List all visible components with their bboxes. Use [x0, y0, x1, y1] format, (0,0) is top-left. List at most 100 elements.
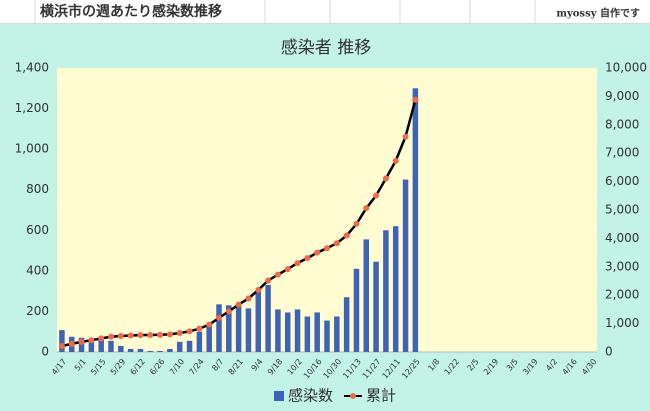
y2-tick-label: 8,000 — [605, 117, 639, 131]
line-marker — [314, 249, 321, 256]
bar — [353, 268, 360, 352]
line-marker — [196, 325, 203, 332]
bar — [334, 316, 340, 352]
line-marker — [186, 328, 193, 335]
bar — [98, 338, 104, 352]
bar — [196, 331, 203, 352]
bar — [294, 309, 301, 352]
y-tick-label: 800 — [26, 182, 49, 196]
line-marker — [343, 232, 350, 239]
line-marker — [147, 331, 154, 338]
bar — [245, 308, 252, 352]
y2-tick-label: 3,000 — [605, 259, 639, 273]
sheet-row — [0, 0, 650, 24]
bar — [363, 239, 370, 352]
y2-tick-label: 0 — [605, 345, 613, 359]
line-marker — [68, 340, 75, 347]
line-marker — [78, 338, 85, 345]
line-marker — [392, 157, 399, 164]
chart-title: 感染者 推移 — [281, 38, 371, 58]
y-tick-label: 1,400 — [15, 61, 49, 75]
bar — [216, 304, 222, 352]
bar — [127, 348, 134, 352]
line-marker — [294, 260, 301, 267]
bar — [412, 88, 419, 353]
y-tick-label: 1,200 — [15, 101, 49, 115]
bar — [206, 323, 212, 352]
line-marker — [324, 245, 330, 252]
line-marker — [117, 332, 124, 339]
bar — [186, 340, 193, 352]
line-marker — [363, 205, 370, 212]
bar — [118, 345, 124, 352]
bar — [235, 303, 242, 352]
line-marker — [373, 192, 380, 199]
bar — [314, 312, 320, 352]
bar — [59, 330, 65, 352]
line-marker — [206, 321, 213, 328]
line-marker — [402, 133, 409, 140]
bar — [324, 320, 330, 352]
line-marker — [88, 337, 95, 344]
bar — [88, 339, 95, 352]
sheet-title: 横浜市の週あたり感染数推移 — [40, 3, 222, 20]
y2-tick-label: 2,000 — [605, 288, 639, 302]
y-tick-label: 400 — [26, 263, 49, 277]
line-marker — [108, 333, 114, 340]
y2-tick-label: 9,000 — [605, 89, 639, 103]
bar — [255, 291, 262, 352]
line-marker — [265, 277, 272, 284]
line-marker — [166, 331, 173, 338]
line-marker — [58, 343, 65, 350]
bar — [108, 340, 114, 352]
line-marker — [216, 314, 222, 321]
y2-tick-label: 6,000 — [605, 174, 639, 188]
bar — [402, 179, 409, 352]
line-marker — [127, 332, 134, 339]
bar — [167, 348, 173, 352]
bar — [275, 309, 281, 352]
y-tick-label: 0 — [41, 345, 49, 359]
bar — [157, 350, 163, 352]
plot-area — [57, 68, 597, 352]
line-marker — [245, 295, 252, 302]
line-marker — [412, 96, 419, 103]
line-marker — [353, 220, 360, 227]
bar — [343, 297, 350, 352]
bar — [373, 261, 379, 352]
legend-swatch — [350, 393, 356, 399]
line-marker — [157, 331, 164, 338]
y2-tick-label: 1,000 — [605, 316, 639, 330]
bar — [304, 316, 311, 352]
y2-tick-label: 7,000 — [605, 146, 639, 160]
line-marker — [304, 255, 311, 262]
line-marker — [255, 286, 262, 293]
line-marker — [284, 266, 291, 273]
bar — [226, 305, 232, 352]
line-marker — [137, 332, 144, 339]
legend-swatch — [274, 391, 284, 401]
bar — [176, 341, 183, 352]
line-marker — [235, 301, 242, 308]
sheet-author: myossy 自作です — [556, 7, 640, 20]
y2-tick-label: 4,000 — [605, 231, 639, 245]
line-marker — [274, 271, 281, 278]
bar — [265, 285, 271, 352]
bar — [383, 230, 389, 352]
legend-label: 累計 — [366, 387, 396, 405]
y-tick-label: 1,000 — [15, 142, 49, 156]
y2-tick-label: 10,000 — [605, 61, 647, 75]
line-marker — [176, 329, 183, 336]
bar — [147, 350, 154, 352]
bar — [284, 312, 291, 352]
y-tick-label: 600 — [26, 223, 49, 237]
line-marker — [225, 308, 232, 315]
y2-tick-label: 5,000 — [605, 203, 639, 217]
line-marker — [382, 175, 389, 182]
line-marker — [333, 240, 340, 247]
bar — [137, 348, 144, 352]
line-marker — [98, 335, 105, 342]
y-tick-label: 200 — [26, 304, 49, 318]
legend-label: 感染数 — [288, 387, 333, 405]
